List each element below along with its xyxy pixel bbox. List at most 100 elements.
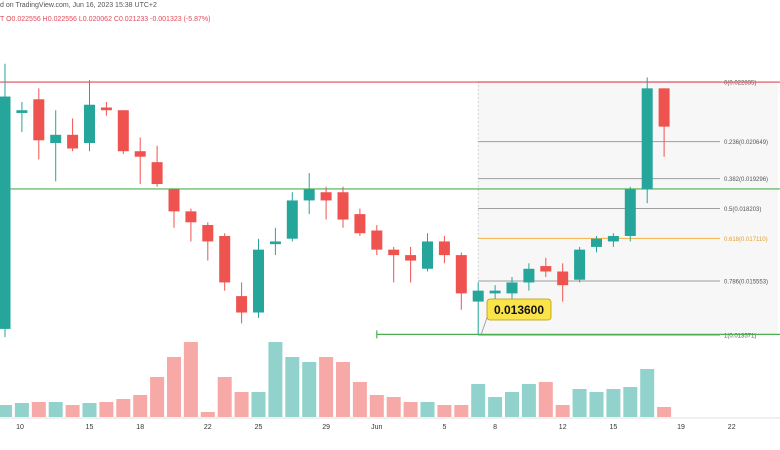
- candle-body: [641, 88, 653, 190]
- ohlc-readout: T O0.022556 H0.022556 L0.020062 C0.02123…: [0, 16, 211, 23]
- volume-bar: [116, 399, 131, 417]
- volume-bar: [319, 357, 334, 417]
- candle-body: [489, 290, 501, 294]
- volume-bar: [454, 405, 469, 417]
- candle-body: [16, 110, 28, 113]
- volume-bar: [403, 402, 418, 417]
- fib-level-label: 0.236(0.020649): [724, 140, 768, 146]
- volume-bar: [31, 402, 46, 417]
- volume-bar: [420, 402, 435, 417]
- x-tick-label: 18: [136, 424, 144, 431]
- fib-level-label: 1(0.013571): [724, 334, 756, 340]
- candle-body: [134, 151, 146, 157]
- candle-body: [455, 255, 467, 294]
- candle-body: [117, 110, 129, 152]
- volume-bar: [48, 402, 63, 417]
- volume-bar: [606, 389, 621, 417]
- candle-body: [236, 296, 248, 313]
- fib-level-label: 0.786(0.015553): [724, 279, 768, 285]
- volume-bar: [505, 392, 519, 417]
- candles: [0, 63, 670, 338]
- candle-body: [100, 107, 112, 111]
- price-callout: 0.013600: [480, 298, 552, 335]
- candle-body: [67, 134, 79, 149]
- x-tick-label: 12: [559, 424, 567, 431]
- volume-bar: [285, 357, 300, 417]
- candle-body: [574, 249, 586, 280]
- candle-body: [591, 238, 602, 247]
- volume-bar: [572, 389, 587, 417]
- fib-level-label: 0.382(0.019296): [724, 177, 768, 183]
- candle-body: [202, 225, 214, 242]
- volume-bar: [268, 342, 283, 417]
- candle-body: [557, 271, 569, 286]
- candle-body: [472, 290, 484, 302]
- volume-bar: [234, 392, 249, 417]
- x-axis: 10 15 18 22 25 29 Jun 5 8 12 15 19 22: [0, 417, 780, 431]
- volume-bar: [65, 405, 80, 417]
- volume-bar: [623, 387, 638, 417]
- candle-body: [337, 192, 349, 220]
- volume-bar: [99, 402, 114, 417]
- candle-body: [607, 235, 619, 242]
- callout-box: [486, 298, 552, 321]
- volume-bar: [336, 362, 350, 417]
- candle-body: [33, 99, 45, 141]
- candle-body: [438, 241, 450, 256]
- volume-bar: [369, 395, 384, 417]
- candle-body: [151, 162, 163, 185]
- volume-bar: [0, 405, 12, 417]
- volume-bar: [555, 405, 570, 417]
- x-tick-label: Jun: [371, 424, 382, 431]
- volume-bar: [437, 405, 452, 417]
- x-tick-label: 22: [204, 424, 212, 431]
- candle-body: [286, 200, 298, 239]
- x-tick-label: 8: [493, 424, 497, 431]
- volume-bar: [183, 342, 198, 417]
- candle-body: [506, 282, 518, 294]
- x-tick-label: 25: [255, 424, 263, 431]
- volume-bar: [538, 382, 553, 417]
- volume-bar: [82, 403, 97, 417]
- x-tick-label: 15: [610, 424, 618, 431]
- watermark-text: d on TradingView.com, Jun 16, 2023 15:38…: [0, 2, 157, 9]
- fib-level-label: 0.5(0.018203): [724, 207, 761, 213]
- candle-body: [540, 266, 552, 272]
- callout-label: 0.013600: [494, 303, 544, 317]
- volume-bar: [302, 362, 317, 417]
- x-tick-label: 10: [16, 424, 24, 431]
- x-tick-label: 22: [728, 424, 736, 431]
- volume-bar: [352, 382, 367, 417]
- candle-body: [0, 96, 11, 329]
- volume-bars: [0, 342, 672, 417]
- volume-bar: [217, 377, 232, 417]
- candle-body: [303, 189, 315, 201]
- volume-bar: [150, 377, 165, 417]
- candle-body: [219, 235, 231, 283]
- fib-level-label: 0.618(0.017110): [724, 237, 768, 243]
- candle-body: [269, 241, 281, 245]
- volume-bar: [133, 395, 148, 417]
- volume-bar: [167, 357, 181, 417]
- candle-body: [168, 189, 180, 212]
- candle-body: [371, 230, 383, 250]
- candle-body: [624, 189, 636, 236]
- candle-body: [185, 211, 197, 223]
- fib-level-label: 0(0.022835): [724, 80, 756, 86]
- volume-bar: [386, 397, 401, 417]
- volume-bar: [251, 392, 266, 417]
- candle-body: [523, 268, 535, 283]
- candle-body: [388, 249, 400, 256]
- volume-bar: [471, 384, 486, 417]
- volume-bar: [589, 392, 604, 417]
- x-tick-label: 19: [677, 424, 685, 431]
- candle-body: [422, 241, 433, 269]
- x-tick-label: 29: [322, 424, 330, 431]
- candle-body: [354, 214, 366, 234]
- candle-body: [84, 104, 95, 144]
- volume-bar: [488, 397, 503, 417]
- candle-body: [405, 255, 417, 261]
- candle-body: [253, 249, 264, 313]
